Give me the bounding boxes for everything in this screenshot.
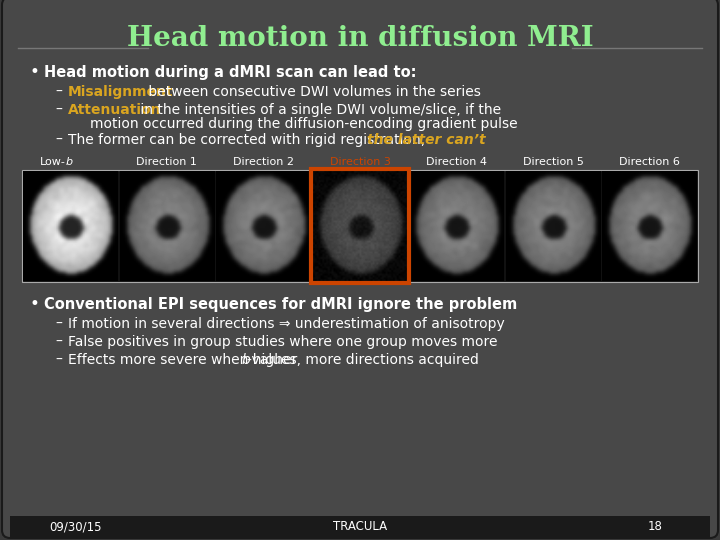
Text: Effects more severe when higher: Effects more severe when higher xyxy=(68,353,302,367)
Text: between consecutive DWI volumes in the series: between consecutive DWI volumes in the s… xyxy=(144,85,481,99)
Text: Direction 3: Direction 3 xyxy=(330,157,390,167)
Text: Head motion during a dMRI scan can lead to:: Head motion during a dMRI scan can lead … xyxy=(44,64,416,79)
Text: –: – xyxy=(55,317,62,331)
Text: Direction 1: Direction 1 xyxy=(136,157,197,167)
Text: Direction 6: Direction 6 xyxy=(619,157,680,167)
Text: If motion in several directions ⇒ underestimation of anisotropy: If motion in several directions ⇒ undere… xyxy=(68,317,505,331)
Text: 09/30/15: 09/30/15 xyxy=(49,521,102,534)
Text: –: – xyxy=(55,335,62,349)
Text: b: b xyxy=(66,157,73,167)
Bar xyxy=(22,170,698,282)
Text: –: – xyxy=(55,103,62,117)
Text: –: – xyxy=(55,85,62,99)
Text: •: • xyxy=(30,295,40,313)
Bar xyxy=(311,169,409,283)
Text: Direction 5: Direction 5 xyxy=(523,157,584,167)
Text: –: – xyxy=(55,353,62,367)
Text: Head motion in diffusion MRI: Head motion in diffusion MRI xyxy=(127,24,593,51)
Bar xyxy=(10,516,710,538)
Text: •: • xyxy=(30,63,40,81)
Text: TRACULA: TRACULA xyxy=(333,521,387,534)
Text: False positives in group studies where one group moves more: False positives in group studies where o… xyxy=(68,335,498,349)
Text: Conventional EPI sequences for dMRI ignore the problem: Conventional EPI sequences for dMRI igno… xyxy=(44,296,517,312)
Text: Low-: Low- xyxy=(40,157,66,167)
Text: Attenuation: Attenuation xyxy=(68,103,161,117)
Text: Direction 4: Direction 4 xyxy=(426,157,487,167)
Text: 18: 18 xyxy=(647,521,662,534)
Text: b: b xyxy=(242,353,251,367)
Text: the latter can’t: the latter can’t xyxy=(367,133,485,147)
Text: Direction 2: Direction 2 xyxy=(233,157,294,167)
Text: Misalignment: Misalignment xyxy=(68,85,174,99)
Text: The former can be corrected with rigid registration,: The former can be corrected with rigid r… xyxy=(68,133,430,147)
Text: motion occurred during the diffusion-encoding gradient pulse: motion occurred during the diffusion-enc… xyxy=(90,117,518,131)
Text: –: – xyxy=(55,133,62,147)
Text: -values, more directions acquired: -values, more directions acquired xyxy=(247,353,479,367)
Text: in the intensities of a single DWI volume/slice, if the: in the intensities of a single DWI volum… xyxy=(136,103,501,117)
